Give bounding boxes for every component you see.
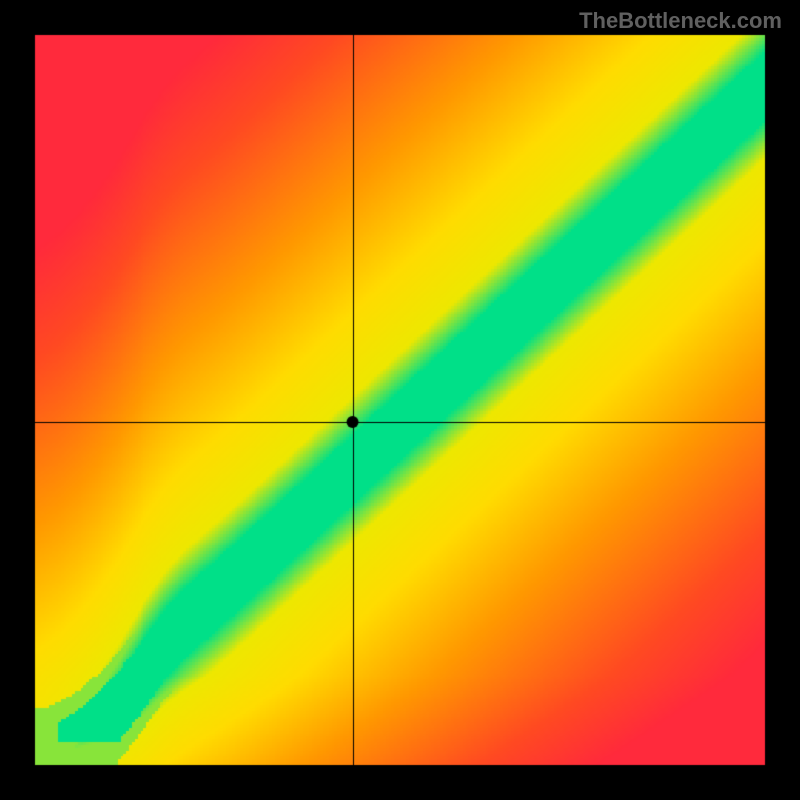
watermark-text: TheBottleneck.com: [579, 8, 782, 34]
bottleneck-heatmap-canvas: [0, 0, 800, 800]
chart-container: TheBottleneck.com: [0, 0, 800, 800]
